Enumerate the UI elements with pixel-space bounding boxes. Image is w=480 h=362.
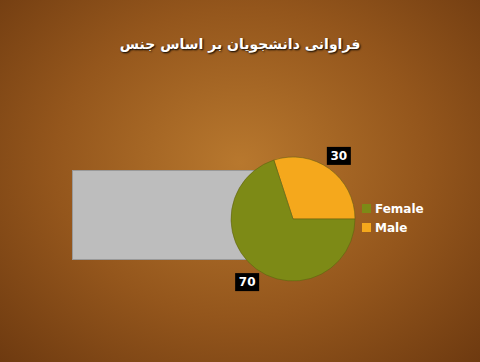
html-text:Male: Male bbox=[375, 221, 408, 235]
svg-text:70: 70 bbox=[239, 275, 256, 289]
html-text:Female: Female bbox=[375, 202, 424, 216]
svg-text:30: 30 bbox=[330, 149, 347, 163]
html-text:فراوانی دانشجویان بر اساس جنس: فراوانی دانشجویان بر اساس جنس bbox=[119, 36, 361, 52]
